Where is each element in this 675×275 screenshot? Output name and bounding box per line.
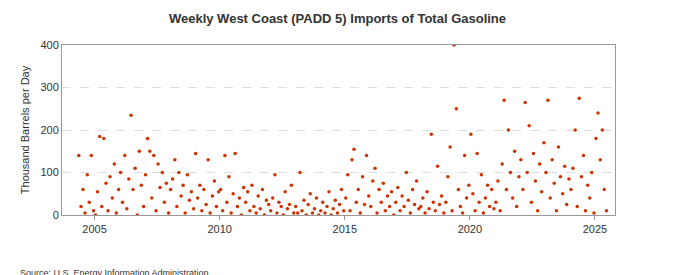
svg-text:Weekly West Coast (PADD 5) Imp: Weekly West Coast (PADD 5) Imports of To… <box>169 11 506 26</box>
svg-text:2005: 2005 <box>82 223 106 235</box>
svg-text:2020: 2020 <box>458 223 482 235</box>
svg-text:2010: 2010 <box>207 223 231 235</box>
svg-text:300: 300 <box>40 81 58 93</box>
svg-text:2025: 2025 <box>583 223 607 235</box>
svg-text:400: 400 <box>40 39 58 51</box>
svg-text:0: 0 <box>53 209 59 221</box>
svg-text:Source: U.S. Energy Informatio: Source: U.S. Energy Information Administ… <box>20 268 209 275</box>
svg-text:2015: 2015 <box>333 223 357 235</box>
svg-text:100: 100 <box>40 166 58 178</box>
svg-text:200: 200 <box>40 124 58 136</box>
svg-text:Thousand Barrels per Day: Thousand Barrels per Day <box>19 65 31 194</box>
